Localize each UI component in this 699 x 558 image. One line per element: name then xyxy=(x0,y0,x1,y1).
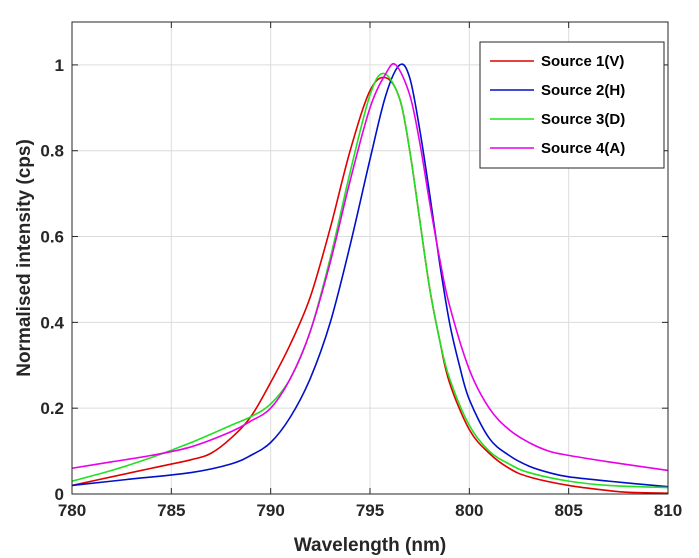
x-axis-title: Wavelength (nm) xyxy=(294,535,446,556)
legend-box xyxy=(479,41,665,169)
y-axis: 0 0.2 0.4 0.6 0.8 1 xyxy=(40,56,668,504)
x-tick-label: 810 xyxy=(654,501,682,520)
x-tick-label: 805 xyxy=(554,501,582,520)
y-tick-label: 0 xyxy=(55,485,64,504)
legend: Source 1(V) Source 2(H) Source 3(D) Source … xyxy=(479,41,665,169)
x-tick-label: 785 xyxy=(157,501,185,520)
x-tick-label: 800 xyxy=(455,501,483,520)
y-tick-label: 0.2 xyxy=(40,399,64,418)
x-tick-label: 780 xyxy=(58,501,86,520)
y-tick-label: 0.6 xyxy=(40,228,64,247)
x-tick-label: 790 xyxy=(256,501,284,520)
legend-label-1: Source 1(V) xyxy=(541,53,624,70)
series-line-3 xyxy=(71,72,669,489)
series-line-4 xyxy=(71,62,669,472)
y-tick-label: 0.4 xyxy=(40,313,64,332)
y-tick-label: 0.8 xyxy=(40,142,64,161)
y-tick-label: 1 xyxy=(55,56,64,75)
legend-label-4: Source 4(A) xyxy=(541,140,625,157)
x-axis: 780 785 790 795 800 805 810 xyxy=(58,22,682,520)
x-tick-label: 795 xyxy=(356,501,384,520)
y-axis-title: Normalised intensity (cps) xyxy=(14,139,35,377)
legend-label-2: Source 2(H) xyxy=(541,82,625,99)
series-line-2 xyxy=(71,63,669,488)
legend-label-3: Source 3(D) xyxy=(541,111,625,128)
series-lines xyxy=(71,62,669,494)
